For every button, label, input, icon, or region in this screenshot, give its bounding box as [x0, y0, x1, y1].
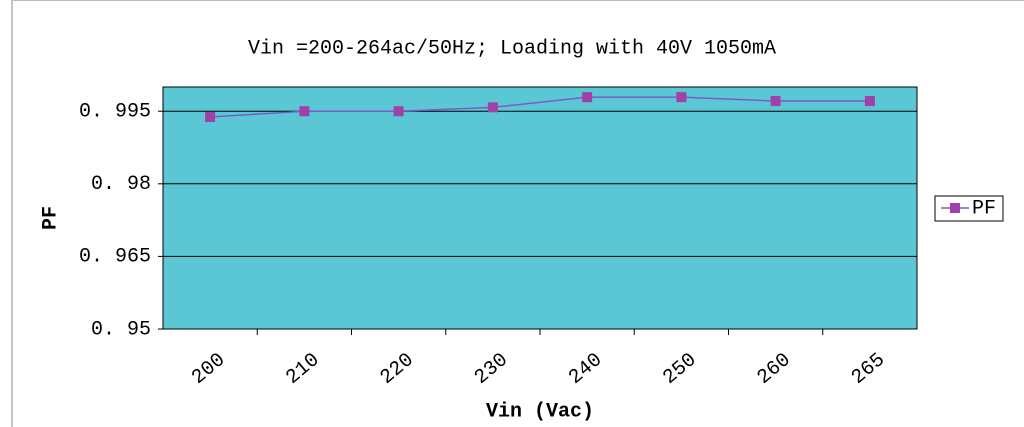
- y-axis-label: PF: [39, 206, 62, 230]
- data-point: [205, 112, 216, 123]
- y-tick-label: 0. 965: [79, 246, 151, 269]
- chart-title: Vin =200-264ac/50Hz; Loading with 40V 10…: [248, 37, 776, 60]
- data-point: [676, 92, 687, 103]
- x-tick-label: 230: [470, 349, 512, 390]
- y-tick-label: 0. 995: [79, 100, 151, 123]
- data-point: [770, 96, 781, 107]
- data-point: [582, 92, 593, 103]
- series-line: [210, 96, 870, 118]
- x-tick-label: 200: [188, 349, 230, 390]
- data-point: [487, 102, 498, 113]
- legend-label: PF: [972, 197, 996, 220]
- data-point: [393, 106, 404, 117]
- data-point: [864, 96, 875, 107]
- y-tick-label: 0. 95: [91, 318, 151, 341]
- x-tick-label: 260: [753, 349, 795, 390]
- x-tick-label: 240: [565, 349, 607, 390]
- x-tick-label: 220: [376, 349, 418, 390]
- legend-marker: [950, 203, 960, 213]
- x-tick-label: 210: [282, 349, 324, 390]
- y-tick-label: 0. 98: [91, 173, 151, 196]
- x-tick-label: 265: [847, 349, 889, 390]
- x-axis-label: Vin (Vac): [486, 400, 594, 423]
- data-point: [299, 106, 310, 117]
- x-tick-label: 250: [659, 349, 701, 390]
- plot-area: [162, 86, 918, 330]
